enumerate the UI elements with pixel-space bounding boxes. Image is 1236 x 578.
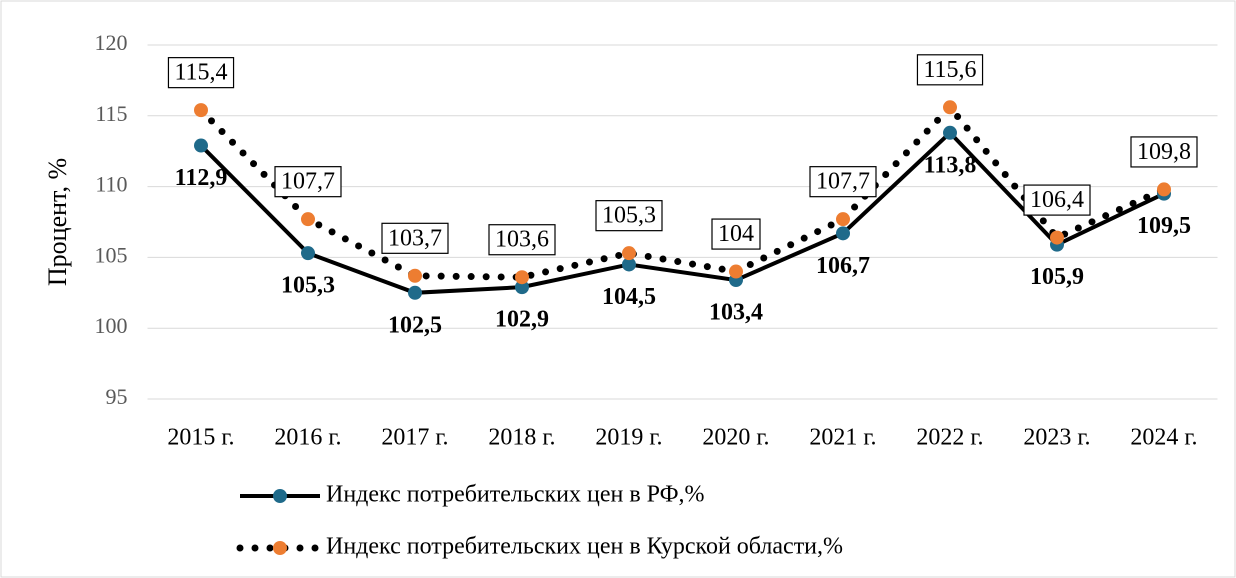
- data-label: 113,8: [924, 152, 977, 178]
- legend-label: Индекс потребительских цен в Курской обл…: [326, 534, 843, 560]
- data-point: [515, 280, 529, 295]
- x-tick-label: 2021 г.: [809, 425, 876, 451]
- x-tick-label: 2024 г.: [1130, 425, 1197, 451]
- data-point: [943, 125, 957, 140]
- y-tick-label: 110: [95, 172, 127, 197]
- data-label-box: [274, 166, 342, 198]
- data-label-box: [595, 200, 663, 232]
- data-label: 103,6: [495, 227, 549, 253]
- data-point: [408, 268, 422, 283]
- data-label: 105,9: [1030, 264, 1084, 290]
- data-label: 104: [718, 221, 754, 247]
- x-tick-label: 2019 г.: [595, 425, 662, 451]
- x-tick-label: 2020 г.: [702, 425, 769, 451]
- data-label: 112,9: [175, 165, 228, 191]
- data-point: [194, 103, 208, 118]
- data-label: 102,5: [388, 312, 442, 338]
- data-label: 115,6: [923, 57, 976, 83]
- x-tick-label: 2023 г.: [1023, 425, 1090, 451]
- data-label: 105,3: [602, 203, 656, 229]
- data-label: 115,4: [174, 60, 227, 86]
- data-point: [622, 246, 636, 261]
- data-label: 104,5: [602, 284, 656, 310]
- data-point: [194, 138, 208, 153]
- x-tick-label: 2015 г.: [167, 425, 234, 451]
- data-label: 106,4: [1030, 187, 1084, 213]
- y-tick-label: 100: [95, 313, 128, 338]
- data-label-box: [1023, 184, 1091, 216]
- data-point: [836, 212, 850, 227]
- data-point: [408, 285, 422, 300]
- data-label: 103,7: [388, 225, 442, 251]
- data-point: [301, 246, 315, 261]
- data-label: 109,5: [1137, 213, 1191, 239]
- x-tick-label: 2016 г.: [274, 425, 341, 451]
- y-axis-label: Процент, %: [43, 158, 72, 286]
- x-tick-label: 2022 г.: [916, 425, 983, 451]
- data-label-box: [488, 224, 556, 256]
- data-point: [622, 257, 636, 272]
- y-tick-label: 120: [95, 30, 128, 55]
- y-tick-label: 115: [95, 101, 127, 126]
- data-label-box: [916, 54, 984, 86]
- data-point: [943, 100, 957, 115]
- legend-marker: [273, 489, 287, 503]
- data-point: [1157, 182, 1171, 197]
- data-point: [836, 226, 850, 241]
- data-point: [1050, 230, 1064, 245]
- data-label: 107,7: [281, 169, 335, 195]
- y-tick-label: 95: [106, 384, 128, 409]
- data-label: 102,9: [495, 307, 549, 333]
- data-label: 107,7: [816, 169, 870, 195]
- legend-marker: [273, 541, 287, 555]
- data-label: 109,8: [1137, 139, 1191, 165]
- x-tick-label: 2018 г.: [488, 425, 555, 451]
- data-label: 103,4: [709, 300, 763, 326]
- legend-label: Индекс потребительских цен в РФ,%: [326, 482, 705, 508]
- data-label-box: [711, 218, 761, 250]
- series-line: [199, 129, 1165, 295]
- y-tick-label: 105: [95, 242, 128, 267]
- data-label: 106,7: [816, 253, 870, 279]
- data-label-box: [167, 57, 235, 89]
- data-point: [729, 264, 743, 279]
- data-label-box: [381, 222, 449, 254]
- data-label-box: [809, 166, 877, 198]
- data-point: [301, 212, 315, 227]
- data-point: [515, 270, 529, 285]
- data-label: 105,3: [281, 273, 335, 299]
- data-label-box: [1130, 136, 1198, 168]
- series-line: [197, 102, 1168, 281]
- x-tick-label: 2017 г.: [381, 425, 448, 451]
